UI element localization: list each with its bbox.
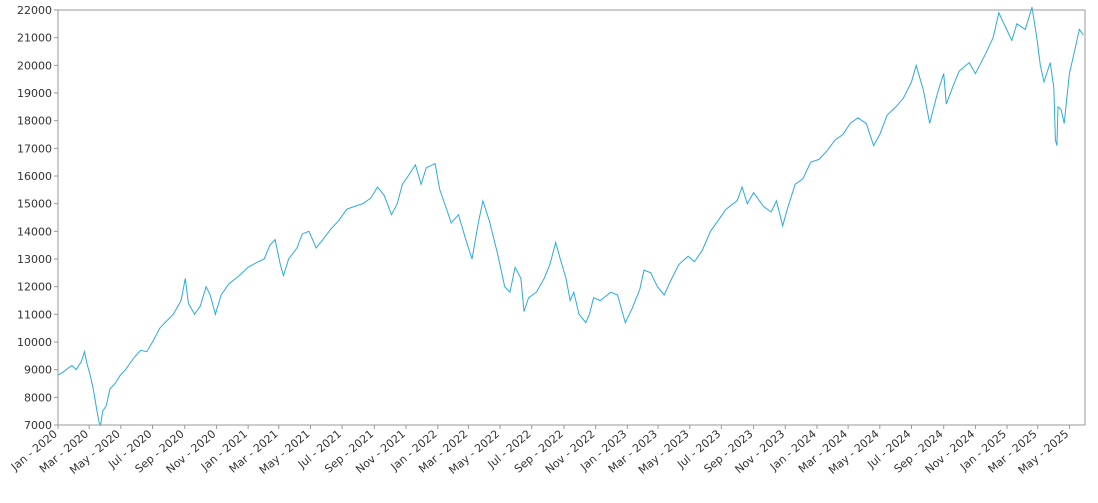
y-tick-label: 21000 <box>17 32 52 45</box>
y-tick-label: 16000 <box>17 170 52 183</box>
y-tick-label: 10000 <box>17 336 52 349</box>
y-tick-label: 18000 <box>17 115 52 128</box>
y-tick-label: 20000 <box>17 59 52 72</box>
y-tick-label: 17000 <box>17 142 52 155</box>
series-line <box>57 7 1084 427</box>
y-tick-label: 19000 <box>17 87 52 100</box>
y-tick-label: 14000 <box>17 225 52 238</box>
y-tick-label: 9000 <box>24 364 52 377</box>
y-tick-label: 8000 <box>24 391 52 404</box>
y-tick-label: 13000 <box>17 253 52 266</box>
y-tick-label: 15000 <box>17 198 52 211</box>
y-tick-label: 22000 <box>17 4 52 17</box>
y-tick-label: 7000 <box>24 419 52 432</box>
plot-area-frame <box>57 9 1086 426</box>
y-tick-label: 12000 <box>17 281 52 294</box>
y-axis: 7000 8000 9000 10000 11000 12000 13000 14000 150… <box>17 4 58 432</box>
y-tick-label: 11000 <box>17 308 52 321</box>
